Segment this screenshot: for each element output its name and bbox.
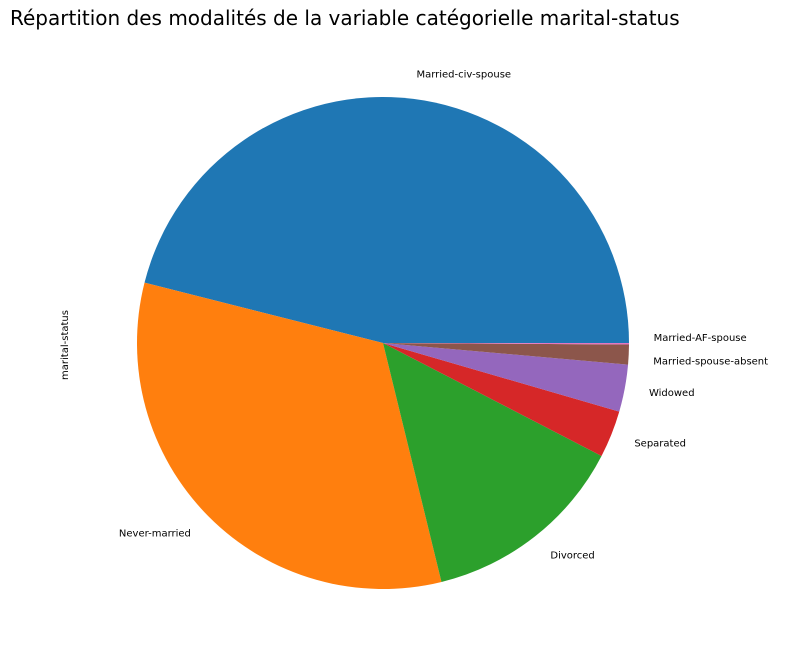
pie-slice-divorced [383, 343, 602, 582]
pie-slice-widowed [383, 343, 629, 412]
slice-label-separated: Separated [634, 438, 686, 449]
slice-label-married-spouse-absent: Married-spouse-absent [653, 357, 768, 368]
slice-label-never-married: Never-married [119, 529, 191, 540]
slice-label-married-civ-spouse: Married-civ-spouse [416, 69, 511, 80]
pie-slice-married-civ-spouse [144, 97, 629, 343]
chart-title: Répartition des modalités de la variable… [10, 6, 680, 30]
slice-label-married-af-spouse: Married-AF-spouse [654, 333, 747, 344]
y-axis-label: marital-status [60, 310, 71, 380]
pie-slice-never-married [136, 282, 442, 590]
pie-slices [136, 97, 629, 590]
pie-labels: Married-civ-spouse Never-married Divorce… [119, 69, 768, 561]
pie-slice-married-af-spouse [383, 343, 629, 345]
pie-slice-separated [383, 343, 620, 456]
slice-label-divorced: Divorced [550, 551, 594, 562]
pie-slice-married-spouse-absent [383, 343, 629, 365]
slice-label-widowed: Widowed [649, 388, 695, 399]
